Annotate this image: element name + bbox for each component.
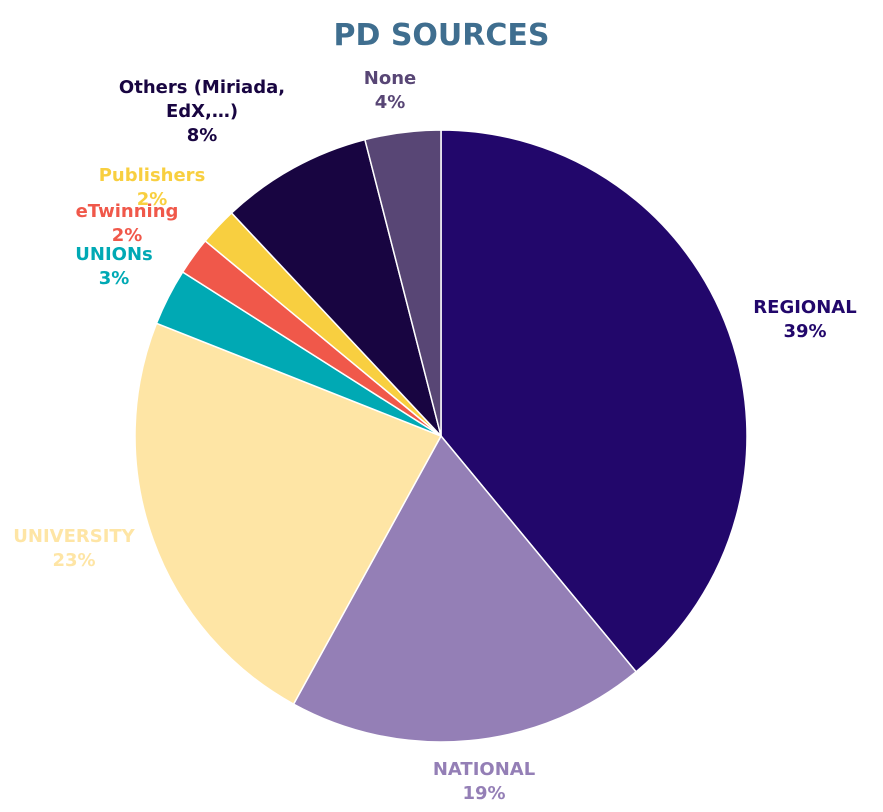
category-label: REGIONAL	[753, 297, 857, 318]
pie-slice	[230, 138, 442, 437]
category-label: NATIONAL	[432, 759, 536, 780]
slice-label: NATIONAL 19%	[414, 758, 554, 806]
value-label: 19%	[462, 783, 506, 804]
slice-label: UNIVERSITY 23%	[4, 525, 144, 573]
chart-title: PD SOURCES	[333, 18, 550, 53]
slice-label: Publishers 2%	[92, 164, 212, 212]
pie-slice	[134, 322, 443, 706]
category-label: UNIVERSITY	[13, 526, 135, 547]
slice-label: None 4%	[340, 67, 440, 115]
category-label: Others (Miriada, EdX,…)	[118, 77, 286, 122]
category-label: UNIONs	[75, 244, 153, 265]
slice-label: UNIONs 3%	[54, 243, 174, 291]
slice-label: eTwinning 2%	[67, 200, 187, 248]
value-label: 39%	[783, 321, 827, 342]
category-label: None	[363, 68, 417, 89]
value-label: 2%	[136, 189, 168, 210]
value-label: 2%	[111, 225, 143, 246]
pie-slice	[440, 129, 748, 673]
pie-slice	[363, 129, 442, 437]
slice-label: Others (Miriada, EdX,…) 8%	[117, 76, 287, 148]
value-label: 8%	[186, 125, 218, 146]
slice-label: REGIONAL 39%	[735, 296, 875, 344]
pie-slice	[292, 434, 638, 743]
category-label: Publishers	[98, 165, 206, 186]
value-label: 4%	[374, 92, 406, 113]
value-label: 3%	[98, 268, 130, 289]
category-label: eTwinning	[75, 201, 179, 222]
value-label: 23%	[52, 550, 96, 571]
